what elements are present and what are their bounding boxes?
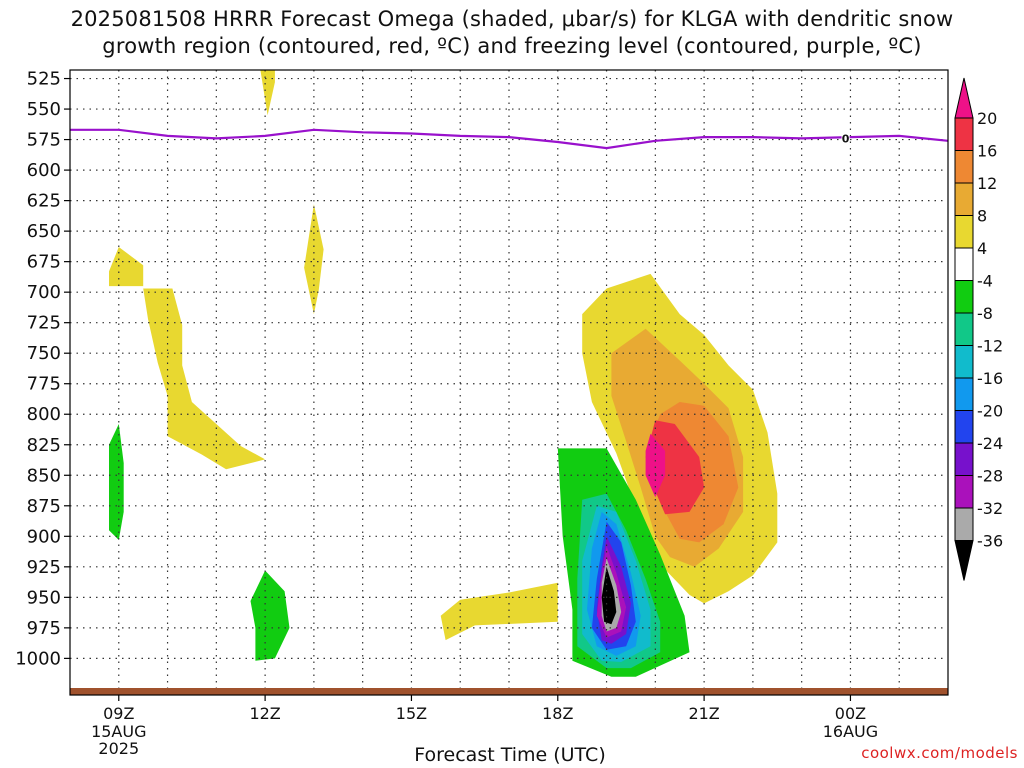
x-tick-sublabel: 16AUG (823, 722, 878, 741)
x-tick-label: 12Z (249, 704, 280, 723)
colorbar-segment (954, 475, 974, 509)
x-tick-sublabel: 2025 (98, 739, 139, 758)
omega-region-1 (109, 247, 144, 287)
x-tick-label: 21Z (688, 704, 719, 723)
ground-layer (70, 688, 948, 695)
y-tick-label: 650 (27, 221, 61, 242)
colorbar-segment (954, 507, 974, 541)
chart-title: 2025081508 HRRR Forecast Omega (shaded, … (0, 6, 1024, 60)
colorbar-tick-label: -16 (977, 369, 1003, 388)
colorbar-tick-label: -32 (977, 499, 1003, 518)
plot-border (69, 69, 949, 696)
colorbar-segment (954, 150, 974, 184)
colorbar-tick-label: -12 (977, 337, 1003, 356)
chart-title-line-1: 2025081508 HRRR Forecast Omega (shaded, … (70, 7, 954, 31)
colorbar-tick-label: 4 (977, 239, 987, 258)
omega-region-0 (260, 70, 275, 116)
y-tick-label: 675 (27, 252, 61, 273)
y-tick-label: 775 (27, 374, 61, 395)
omega-region-10 (109, 424, 124, 540)
colorbar-tick-label: -8 (977, 304, 993, 323)
omega-region-3 (143, 288, 266, 470)
y-tick-label: 750 (27, 343, 61, 364)
colorbar-tick-label: 16 (977, 142, 997, 161)
y-tick-label: 700 (27, 282, 61, 303)
colorbar-segment (954, 442, 974, 476)
colorbar-segment (954, 345, 974, 379)
omega-region-4 (440, 582, 558, 641)
freezing-level: 0 (70, 128, 949, 150)
colorbar-tick-label: -24 (977, 434, 1003, 453)
y-tick-label: 625 (27, 191, 61, 212)
y-axis: 525 550 575 600 625 650 675 700 725 750 775 800 825 8… (15, 69, 70, 669)
omega-region-20 (601, 566, 617, 625)
x-tick-sublabel: 15AUG (91, 722, 146, 741)
x-tick-label: 09Z (103, 704, 134, 723)
source-credit: coolwx.com/models (861, 744, 1018, 762)
colorbar-tick-label: -4 (977, 272, 993, 291)
colorbar-tick-label: 8 (977, 207, 987, 226)
omega-shading (109, 70, 778, 677)
colorbar-segment (954, 182, 974, 216)
x-tick-label: 18Z (542, 704, 573, 723)
y-tick-label: 575 (27, 130, 61, 151)
y-tick-label: 875 (27, 496, 61, 517)
y-tick-label: 600 (27, 160, 61, 181)
y-tick-label: 550 (27, 99, 61, 120)
colorbar-tick-label: -36 (977, 532, 1003, 551)
colorbar-tick-label: -20 (977, 402, 1003, 421)
colorbar-segment (954, 280, 974, 314)
colorbar-segment (954, 117, 974, 151)
colorbar-segment (954, 410, 974, 444)
y-tick-label: 850 (27, 465, 61, 486)
y-tick-label: 950 (27, 587, 61, 608)
gridlines (70, 70, 948, 695)
colorbar-segment (954, 215, 974, 249)
x-tick-label: 00Z (835, 704, 866, 723)
plot-frame (69, 69, 949, 696)
omega-region-9 (645, 433, 666, 498)
y-tick-label: 900 (27, 526, 61, 547)
freezing-level-line (70, 128, 949, 150)
colorbar: 20 16 12 8 4 -4 -8 -12 -16 -20 -24 -28 -32 -36 (954, 77, 1003, 581)
ground-bar (70, 688, 948, 695)
colorbar-segment (954, 247, 974, 281)
omega-region-8 (645, 420, 705, 515)
colorbar-tick-label: 20 (977, 109, 997, 128)
chart-title-line-2: growth region (contoured, red, ºC) and f… (102, 34, 922, 58)
x-axis-title: Forecast Time (UTC) (414, 744, 606, 766)
y-tick-label: 800 (27, 404, 61, 425)
y-tick-label: 925 (27, 557, 61, 578)
x-tick-label: 15Z (396, 704, 427, 723)
y-tick-label: 725 (27, 313, 61, 334)
y-tick-label: 525 (27, 69, 61, 90)
colorbar-tick-label: -28 (977, 467, 1003, 486)
y-tick-label: 1000 (15, 648, 61, 669)
colorbar-segment (954, 377, 974, 411)
y-tick-label: 825 (27, 435, 61, 456)
colorbar-tick-label: 12 (977, 174, 997, 193)
y-tick-label: 975 (27, 618, 61, 639)
colorbar-top-arrow (954, 77, 974, 119)
colorbar-bottom-arrow (954, 540, 974, 581)
freezing-level-label: 0 (842, 132, 850, 145)
colorbar-segment (954, 312, 974, 346)
omega-region-11 (250, 570, 290, 661)
freezing-level-label-bg (841, 132, 850, 145)
